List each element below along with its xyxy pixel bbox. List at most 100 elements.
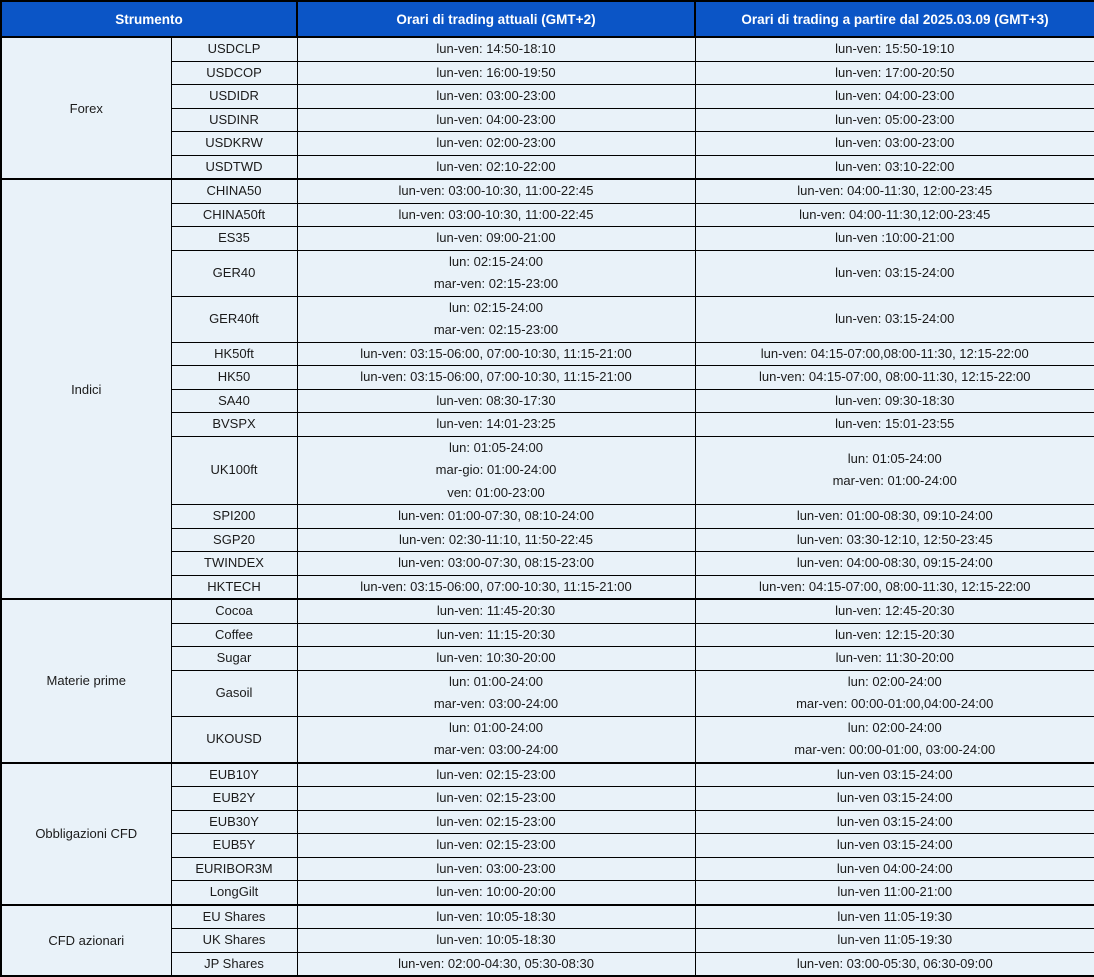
hours-line: lun-ven: 04:00-08:30, 09:15-24:00 [796,555,993,570]
hours-line: USDKRW [205,135,263,150]
new-hours-cell: lun-ven 03:15-24:00 [694,809,1094,834]
instrument-cell: SPI200 [170,504,298,529]
hours-line: lun-ven 03:15-24:00 [836,790,953,805]
instrument-cell: CHINA50ft [170,202,298,227]
group-cell-indici: Indici [0,178,172,600]
table-row-hk50: HK50 lun-ven: 03:15-06:00, 07:00-10:30, 1… [1,365,1094,390]
instrument-cell: EUB5Y [170,833,298,858]
new-hours-cell: lun-ven: 04:15-07:00, 08:00-11:30, 12:15… [694,574,1094,600]
hours-line: ES35 [218,230,250,245]
instrument-cell: EUB30Y [170,809,298,834]
current-hours-cell: lun-ven: 10:05-18:30 [296,903,696,929]
hours-line: EU Shares [202,908,266,924]
hours-line: mar-ven: 03:00-24:00 [433,742,559,757]
current-hours-cell: lun: 01:00-24:00 mar-ven: 03:00-24:00 [296,669,696,717]
current-hours-cell: lun-ven: 03:00-23:00 [296,84,696,109]
hours-line: lun-ven: 03:15-06:00, 07:00-10:30, 11:15… [360,578,632,594]
table-row-ger40: GER40 lun: 02:15-24:00 mar-ven: 02:15-23:0… [1,249,1094,297]
new-hours-cell: lun-ven: 11:30-20:00 [694,646,1094,671]
new-hours-cell: lun-ven 03:15-24:00 [694,761,1094,787]
instrument-cell: SA40 [170,388,298,413]
current-hours-cell: lun-ven: 02:10-22:00 [296,154,696,180]
hours-line: lun-ven: 03:15-06:00, 07:00-10:30, 11:15… [360,369,632,384]
hours-line: CHINA50ft [202,206,266,222]
hours-line: lun-ven: 02:15-23:00 [436,813,556,829]
hours-line: LongGilt [209,884,259,899]
new-hours-cell: lun-ven: 04:15-07:00,08:00-11:30, 12:15-… [694,341,1094,366]
current-hours-cell: lun-ven: 02:30-11:10, 11:50-22:45 [296,527,696,552]
current-hours-cell: lun-ven: 03:00-10:30, 11:00-22:45 [296,202,696,227]
current-hours-cell: lun-ven: 11:45-20:30 [296,598,696,624]
hours-line: lun-ven: 11:45-20:30 [436,603,556,618]
table-row-usdtwd: USDTWD lun-ven: 02:10-22:00 lun-ven: 03:10… [1,154,1094,180]
instrument-cell: USDKRW [170,131,298,156]
table-row-usdclp: Forex USDCLP lun-ven: 14:50-18:10 lun-ven: … [0,36,1094,180]
current-hours-cell: lun-ven: 02:15-23:00 [296,833,696,858]
group-cell-materie-prime: Materie prime [0,598,172,763]
hours-line: GER40ft [209,310,259,326]
hours-line: HK50 [217,369,251,384]
hours-line: SGP20 [213,531,255,547]
current-hours-cell: lun-ven: 03:00-07:30, 08:15-23:00 [296,551,696,576]
hours-line: lun-ven: 01:00-07:30, 08:10-24:00 [398,508,594,523]
hours-line: lun-ven: 04:00-11:30, 12:00-23:45 [797,183,993,198]
table-row-eub30y: EUB30Y lun-ven: 02:15-23:00 lun-ven 03:15-… [1,809,1094,834]
hours-line: mar-ven: 03:00-24:00 [433,696,559,711]
header-strumento: Strumento [0,0,298,38]
table-row-sa40: SA40 lun-ven: 08:30-17:30 lun-ven: 09:30-1… [1,388,1094,413]
hours-line: SA40 [218,392,250,408]
hours-line: lun-ven: 08:30-17:30 [436,392,556,408]
hours-line: lun: 02:15-24:00 [449,299,543,315]
new-hours-cell: lun-ven: 03:00-05:30, 06:30-09:00 [694,951,1094,977]
hours-line: USDCLP [207,41,261,56]
table-row-euribor3m: EURIBOR3M lun-ven: 03:00-23:00 lun-ven 04:… [1,856,1094,881]
hours-line: mar-ven: 01:00-24:00 [832,473,957,489]
hours-line: EUB5Y [212,837,256,852]
new-hours-cell: lun-ven: 17:00-20:50 [694,60,1094,85]
hours-line: EURIBOR3M [195,860,273,876]
instrument-cell: CHINA50 [170,178,298,204]
current-hours-cell: lun: 02:15-24:00 mar-ven: 02:15-23:00 [296,295,696,343]
hours-line: USDTWD [205,158,263,174]
hours-line: lun-ven: 12:45-20:30 [835,603,955,618]
hours-line: lun-ven 11:00-21:00 [837,884,953,899]
group-cell-forex: Forex [0,36,172,180]
hours-line: lun-ven: 17:00-20:50 [835,64,955,80]
hours-line: EUB2Y [212,790,256,805]
table-body: Forex USDCLP lun-ven: 14:50-18:10 lun-ven: … [0,36,1094,977]
hours-line: lun-ven: 10:30-20:00 [436,650,556,665]
instrument-cell: EU Shares [170,903,298,929]
new-hours-cell: lun-ven: 15:50-19:10 [694,36,1094,62]
table-row-eub2y: EUB2Y lun-ven: 02:15-23:00 lun-ven 03:15-2… [1,786,1094,811]
table-row-eu-shares: CFD azionari EU Shares lun-ven: 10:05-18:3… [0,903,1094,977]
hours-line: UK100ft [210,462,258,477]
hours-line: lun-ven: 03:15-24:00 [835,310,955,326]
hours-line: mar-ven: 02:15-23:00 [433,322,559,337]
instrument-cell: EUB10Y [170,761,298,787]
new-hours-cell: lun-ven: 09:30-18:30 [694,388,1094,413]
current-hours-cell: lun-ven: 02:15-23:00 [296,786,696,811]
hours-line: UK Shares [202,932,266,947]
hours-line: mar-gio: 01:00-24:00 [435,462,557,477]
hours-line: lun: 01:00-24:00 [449,719,543,735]
instrument-cell: GER40 [170,249,298,297]
hours-line: lun-ven: 03:15-06:00, 07:00-10:30, 11:15… [360,345,632,361]
new-hours-cell: lun-ven: 12:15-20:30 [694,622,1094,647]
instrument-cell: TWINDEX [170,551,298,576]
new-hours-cell: lun: 01:05-24:00 mar-ven: 01:00-24:00 [694,435,1094,505]
hours-line: lun-ven: 09:00-21:00 [436,230,556,245]
instrument-cell: HKTECH [170,574,298,600]
hours-line: lun-ven: 03:00-05:30, 06:30-09:00 [796,955,993,971]
table-row-usdcop: USDCOP lun-ven: 16:00-19:50 lun-ven: 17:00… [1,60,1094,85]
hours-line: lun: 01:05-24:00 [847,450,942,466]
hours-line: ven: 01:00-23:00 [447,484,545,500]
new-hours-cell: lun-ven: 04:00-23:00 [694,84,1094,109]
hours-line: mar-ven: 02:15-23:00 [433,276,559,291]
hours-line: HK50ft [214,345,254,361]
instrument-cell: SGP20 [170,527,298,552]
hours-line: lun-ven: 02:00-23:00 [436,135,556,150]
hours-line: lun-ven: 15:01-23:55 [835,416,955,431]
current-hours-cell: lun-ven: 14:01-23:25 [296,412,696,437]
table-row-usdidr: USDIDR lun-ven: 03:00-23:00 lun-ven: 04:00… [1,84,1094,109]
